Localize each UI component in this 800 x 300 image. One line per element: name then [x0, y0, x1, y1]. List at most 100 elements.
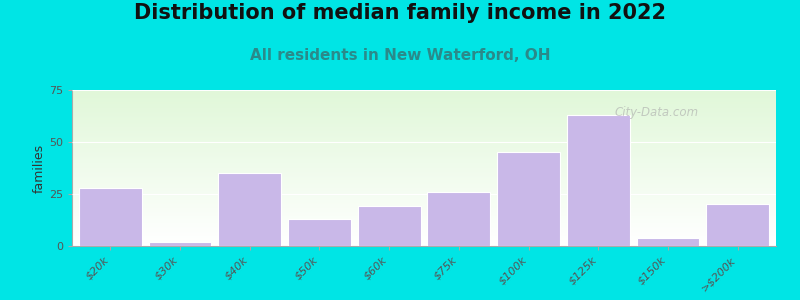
Bar	[72, 149, 776, 150]
Bar	[72, 240, 776, 241]
Bar	[72, 239, 776, 240]
Bar	[288, 219, 351, 246]
Bar	[72, 136, 776, 137]
Bar	[72, 160, 776, 161]
Bar	[72, 157, 776, 158]
Bar	[358, 206, 421, 246]
Bar	[72, 230, 776, 231]
Bar	[72, 190, 776, 191]
Bar	[72, 225, 776, 226]
Bar	[72, 163, 776, 164]
Bar	[72, 171, 776, 172]
Bar	[72, 185, 776, 186]
Bar	[72, 229, 776, 230]
Bar	[497, 152, 560, 246]
Bar	[72, 135, 776, 136]
Bar	[79, 188, 142, 246]
Bar	[72, 107, 776, 108]
Bar	[72, 115, 776, 116]
Bar	[72, 123, 776, 124]
Bar	[72, 187, 776, 188]
Bar	[72, 99, 776, 100]
Bar	[149, 242, 211, 246]
Bar	[72, 117, 776, 118]
Bar	[72, 132, 776, 133]
Bar	[72, 97, 776, 98]
Bar	[72, 184, 776, 185]
Bar	[72, 191, 776, 192]
Bar	[72, 199, 776, 200]
Bar	[72, 172, 776, 173]
Bar	[72, 201, 776, 202]
Bar	[72, 219, 776, 220]
Bar	[72, 221, 776, 222]
Bar	[72, 169, 776, 170]
Y-axis label: families: families	[33, 143, 46, 193]
Bar	[72, 159, 776, 160]
Text: City-Data.com: City-Data.com	[614, 106, 698, 118]
Bar	[72, 152, 776, 153]
Bar	[72, 162, 776, 163]
Bar	[72, 94, 776, 95]
Bar	[706, 204, 769, 246]
Bar	[72, 177, 776, 178]
Bar	[72, 122, 776, 123]
Bar	[72, 155, 776, 156]
Bar	[72, 131, 776, 132]
Bar	[72, 109, 776, 110]
Bar	[72, 183, 776, 184]
Bar	[72, 125, 776, 126]
Bar	[72, 222, 776, 223]
Bar	[72, 214, 776, 215]
Bar	[72, 196, 776, 197]
Bar	[72, 166, 776, 167]
Bar	[72, 151, 776, 152]
Bar	[72, 143, 776, 144]
Bar	[72, 114, 776, 115]
Bar	[72, 178, 776, 179]
Bar	[72, 186, 776, 187]
Bar	[72, 170, 776, 171]
Bar	[567, 115, 630, 246]
Bar	[72, 237, 776, 238]
Bar	[72, 189, 776, 190]
Bar	[72, 153, 776, 154]
Bar	[72, 195, 776, 196]
Bar	[72, 145, 776, 146]
Bar	[72, 192, 776, 193]
Bar	[72, 134, 776, 135]
Bar	[72, 168, 776, 169]
Bar	[72, 105, 776, 106]
Bar	[72, 242, 776, 243]
Bar	[72, 220, 776, 221]
Bar	[72, 100, 776, 101]
Bar	[72, 164, 776, 165]
Bar	[72, 235, 776, 236]
Bar	[72, 217, 776, 218]
Bar	[72, 129, 776, 130]
Bar	[72, 146, 776, 147]
Bar	[72, 197, 776, 198]
Bar	[427, 192, 490, 246]
Bar	[72, 244, 776, 245]
Bar	[72, 158, 776, 159]
Bar	[72, 206, 776, 207]
Bar	[72, 231, 776, 232]
Bar	[72, 223, 776, 224]
Bar	[72, 139, 776, 140]
Bar	[72, 144, 776, 145]
Bar	[72, 238, 776, 239]
Bar	[72, 118, 776, 119]
Bar	[72, 110, 776, 111]
Bar	[72, 137, 776, 138]
Bar	[72, 161, 776, 162]
Bar	[72, 128, 776, 129]
Bar	[72, 142, 776, 143]
Bar	[72, 202, 776, 203]
Bar	[72, 119, 776, 120]
Bar	[72, 194, 776, 195]
Bar	[72, 205, 776, 206]
Bar	[72, 236, 776, 237]
Bar	[72, 173, 776, 174]
Bar	[72, 112, 776, 113]
